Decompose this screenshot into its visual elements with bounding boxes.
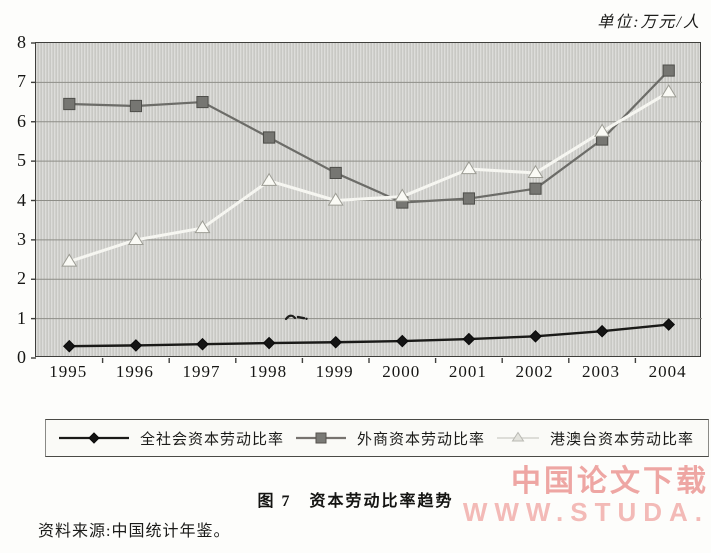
triangle-marker	[61, 253, 78, 267]
triangle-marker	[527, 164, 544, 179]
legend-label: 外商资本劳动比率	[356, 431, 485, 448]
triangle-marker	[394, 188, 411, 202]
figure-caption: 图 7 资本劳动比率趋势	[257, 493, 454, 510]
square-series-marker-icon	[295, 432, 346, 444]
x-axis: 1995 1996 1997 1998 1999 2000 2001 2002 2003 2004	[35, 362, 701, 388]
x-axis-label: 2000	[382, 362, 421, 381]
x-axis-label: 2001	[448, 362, 487, 381]
x-axis-label: 2003	[582, 362, 621, 381]
diamond-marker	[462, 332, 476, 346]
square-marker	[63, 97, 76, 111]
legend-item-foreign: 外商资本劳动比率	[295, 428, 485, 449]
triangle-series-marker-icon	[496, 431, 539, 442]
square-marker	[263, 131, 276, 144]
y-axis: 0 1 2 3 4 5 6 7 8	[0, 33, 26, 366]
square-marker	[529, 182, 542, 195]
legend-item-hk-macao-taiwan: 港澳台资本劳动比率	[496, 428, 694, 449]
square-marker	[329, 166, 342, 180]
legend-label: 港澳台资本劳动比率	[549, 431, 694, 448]
scan-artifact-smudge	[284, 312, 310, 322]
square-marker	[662, 64, 675, 77]
y-axis-label: 8	[17, 32, 26, 52]
series-triangle	[61, 84, 677, 267]
series-line	[69, 69, 670, 204]
chart-canvas	[31, 42, 702, 363]
legend-label: 全社会资本劳动比率	[140, 431, 285, 448]
x-axis-label: 2002	[515, 362, 554, 381]
legend-item-whole-society: 全社会资本劳动比率	[58, 428, 284, 449]
series-diamond	[62, 318, 676, 353]
y-axis-label: 7	[17, 71, 26, 92]
diamond-marker	[662, 318, 676, 331]
source-note: 资料来源:中国统计年鉴。	[38, 523, 231, 540]
diamond-marker	[329, 335, 343, 349]
x-axis-label: 1995	[49, 362, 88, 381]
square-marker	[196, 95, 209, 109]
diamond-marker	[196, 337, 209, 351]
diamond-marker	[529, 330, 542, 343]
series-square	[63, 64, 675, 209]
diamond-marker	[595, 324, 609, 338]
y-axis-label: 2	[17, 268, 26, 289]
triangle-marker	[127, 231, 144, 245]
triangle-marker	[327, 192, 344, 206]
y-axis-label: 0	[17, 347, 26, 367]
diamond-marker	[395, 334, 409, 348]
x-axis-label: 1997	[182, 362, 221, 381]
y-axis-label: 4	[17, 189, 26, 210]
diamond-marker	[62, 339, 76, 353]
series-line	[69, 323, 669, 348]
diamond-marker	[129, 339, 143, 352]
x-axis-label: 1999	[315, 362, 354, 381]
diamond-marker	[262, 336, 276, 350]
square-marker	[462, 192, 475, 205]
x-axis-label: 1998	[249, 362, 288, 381]
x-axis-label: 1996	[115, 362, 154, 381]
triangle-marker	[660, 84, 677, 98]
plot-area	[31, 42, 702, 363]
square-marker	[129, 99, 142, 113]
triangle-marker	[460, 160, 477, 175]
y-axis-label: 1	[17, 307, 26, 328]
triangle-marker	[194, 219, 211, 234]
diamond-series-marker-icon	[59, 432, 129, 444]
triangle-marker	[261, 172, 278, 186]
series-line	[68, 90, 670, 263]
triangle-marker	[594, 123, 611, 137]
chart-legend: 全社会资本劳动比率 外商资本劳动比率 港澳台资本劳动比率	[45, 419, 709, 457]
unit-label: 单位:万元/人	[597, 14, 701, 31]
x-axis-label: 2004	[648, 362, 687, 381]
y-axis-label: 6	[17, 110, 26, 131]
y-axis-label: 3	[17, 228, 26, 249]
y-axis-label: 5	[17, 150, 26, 171]
